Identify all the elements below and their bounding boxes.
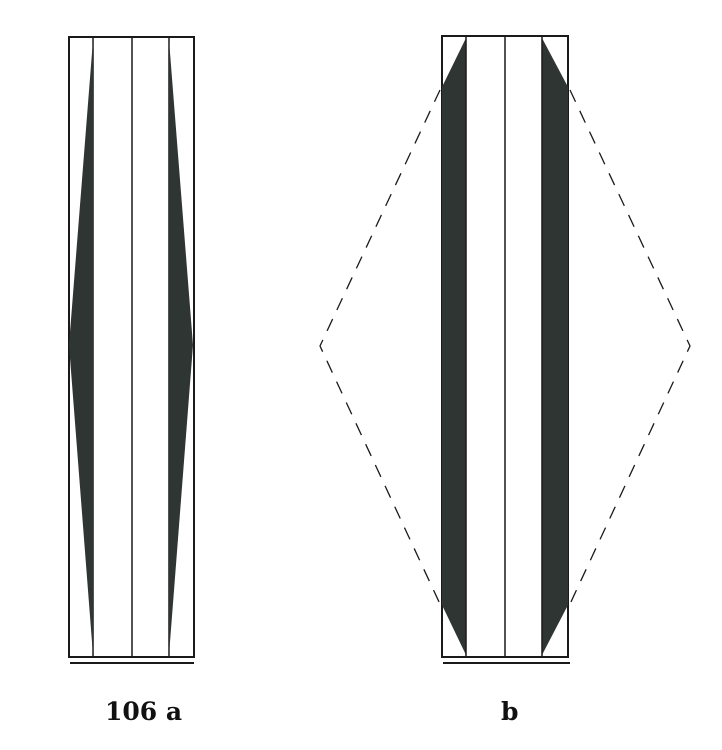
panel-a-left-wedge bbox=[69, 40, 93, 655]
panel-a-right-wedge bbox=[169, 40, 193, 655]
panel-a-caption: 106 a bbox=[105, 697, 183, 726]
panel-b-dashed-left-outline bbox=[319, 89, 441, 605]
panel-b-dashed-right-outline bbox=[569, 89, 691, 605]
panel-b-left-band bbox=[442, 38, 466, 655]
panel-a bbox=[68, 36, 195, 664]
panel-b-caption: b bbox=[501, 697, 519, 726]
panel-b-right-band bbox=[542, 38, 568, 655]
panel-b bbox=[319, 35, 691, 664]
